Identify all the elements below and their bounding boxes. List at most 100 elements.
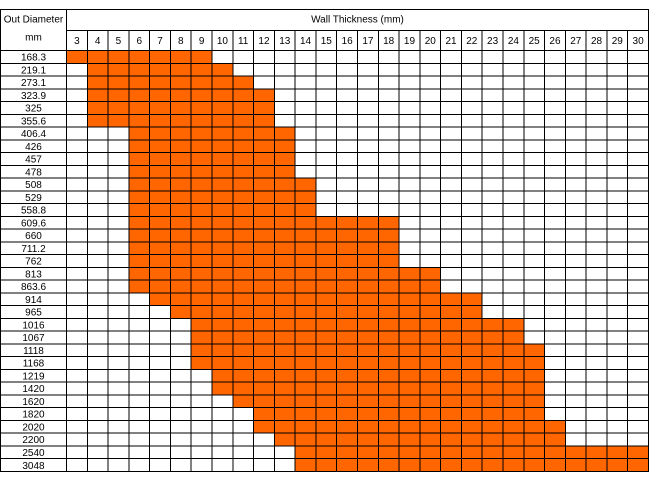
filled-cell [274,139,296,153]
filled-cell [399,343,420,357]
filled-cell [191,216,212,230]
filled-cell [336,254,358,268]
filled-cell [419,267,441,281]
filled-cell [253,305,275,319]
filled-cell [315,305,337,319]
filled-cell [128,50,150,64]
filled-cell [191,190,212,204]
filled-cell [336,280,358,293]
filled-cell [482,407,503,421]
filled-cell [336,305,358,319]
filled-cell [357,394,379,408]
filled-cell [87,101,109,115]
filled-cell [440,420,462,434]
filled-cell [336,445,358,459]
filled-cell [212,139,233,153]
filled-cell [315,331,337,344]
filled-cell [357,305,379,319]
filled-cell [128,114,150,128]
filled-cell [274,331,296,344]
filled-cell [399,331,420,344]
group-header: Wall Thickness (mm) [311,15,404,26]
filled-cell [399,318,420,332]
filled-cell [232,229,254,242]
column-header: 8 [178,36,184,47]
column-header: 24 [508,36,520,47]
filled-cell [232,76,254,89]
filled-cell [440,433,462,446]
filled-cell [170,50,192,64]
filled-cell [212,101,233,115]
filled-cell [523,445,545,459]
row-label: 323.9 [21,91,46,102]
row-label: 2020 [22,422,45,433]
filled-cell [170,280,192,293]
filled-cell [253,280,275,293]
filled-cell [170,88,192,102]
filled-cell [170,101,192,115]
column-header: 10 [217,36,229,47]
filled-cell [170,292,192,306]
filled-cell [399,420,420,434]
filled-cell [295,241,316,255]
filled-cell [191,88,212,102]
column-header: 5 [116,36,122,47]
filled-cell [149,139,171,153]
filled-cell [274,407,296,421]
row-label: 2200 [22,435,45,446]
filled-cell [149,114,171,128]
filled-cell [399,267,420,281]
filled-cell [191,114,212,128]
filled-cell [295,356,316,370]
filled-cell [170,178,192,191]
filled-cell [295,267,316,281]
filled-cell [295,343,316,357]
column-header: 19 [404,36,416,47]
filled-cell [461,331,483,344]
filled-cell [232,203,254,217]
filled-cell [295,407,316,421]
filled-cell [378,369,400,383]
filled-cell [149,254,171,268]
filled-cell [399,369,420,383]
filled-cell [274,216,296,230]
filled-cell [149,88,171,102]
filled-cell [191,165,212,179]
filled-cell [336,407,358,421]
filled-cell [440,369,462,383]
filled-cell [232,190,254,204]
filled-cell [274,394,296,408]
filled-cell [419,394,441,408]
filled-cell [419,305,441,319]
filled-cell [440,394,462,408]
row-label: 1067 [22,333,45,344]
filled-cell [523,369,545,383]
filled-cell [399,292,420,306]
filled-cell [232,127,254,140]
filled-cell [523,407,545,421]
filled-cell [149,280,171,293]
filled-cell [461,318,483,332]
filled-cell [523,394,545,408]
filled-cell [544,445,566,459]
filled-cell [315,343,337,357]
filled-cell [482,420,503,434]
filled-cell [503,445,524,459]
filled-cell [212,241,233,255]
filled-cell [336,369,358,383]
filled-cell [295,229,316,242]
filled-cell [295,394,316,408]
filled-cell [336,292,358,306]
filled-cell [315,369,337,383]
filled-cell [191,76,212,89]
filled-cell [461,343,483,357]
corner-label: Out Diameter [4,15,64,26]
filled-cell [191,152,212,166]
filled-cell [461,420,483,434]
filled-cell [232,343,254,357]
filled-cell [419,356,441,370]
filled-cell [87,50,109,64]
filled-cell [149,267,171,281]
filled-cell [128,101,150,115]
